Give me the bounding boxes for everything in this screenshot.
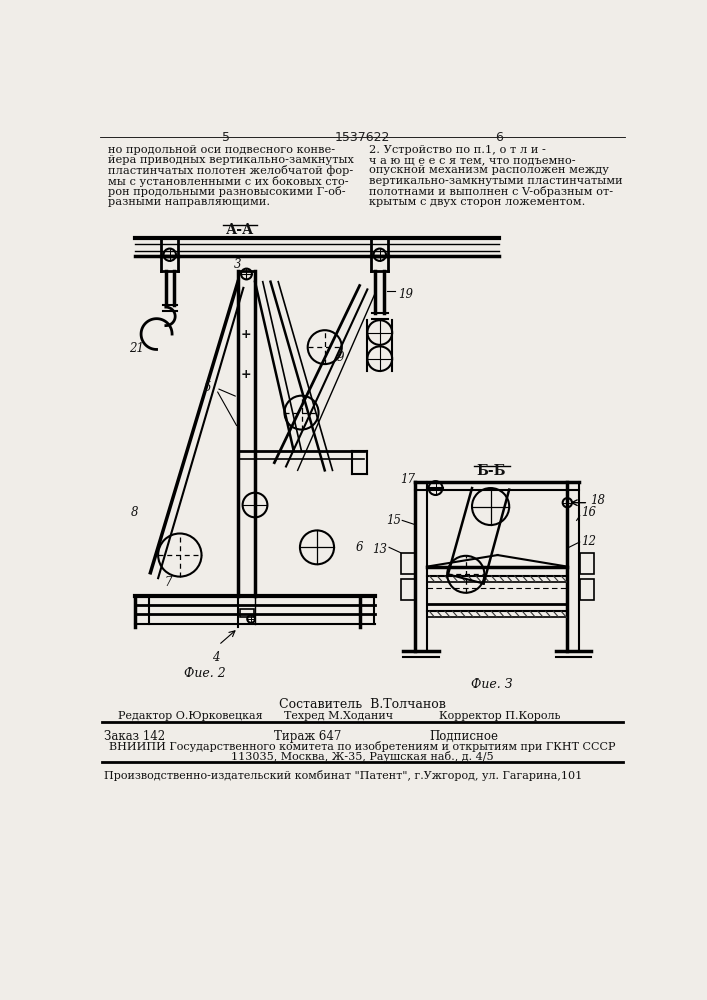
Text: опускной механизм расположен между: опускной механизм расположен между	[369, 165, 609, 175]
Text: крытым с двух сторон ложементом.: крытым с двух сторон ложементом.	[369, 197, 585, 207]
Text: +: +	[241, 368, 252, 381]
Text: 2. Устройство по п.1, о т л и -: 2. Устройство по п.1, о т л и -	[369, 145, 546, 155]
Text: Фие. 2: Фие. 2	[184, 667, 226, 680]
Text: 5: 5	[221, 131, 230, 144]
Text: 6: 6	[495, 131, 503, 144]
Text: Корректор П.Король: Корректор П.Король	[440, 711, 561, 721]
Text: вертикально-замкнутыми пластинчатыми: вертикально-замкнутыми пластинчатыми	[369, 176, 623, 186]
Text: пластинчатых полотен желобчатой фор-: пластинчатых полотен желобчатой фор-	[107, 165, 353, 176]
Text: 18: 18	[590, 494, 606, 507]
Text: Б-Б: Б-Б	[477, 464, 506, 478]
Text: 19: 19	[398, 288, 414, 301]
Text: полотнами и выполнен с V-образным от-: полотнами и выполнен с V-образным от-	[369, 186, 613, 197]
Text: 7: 7	[165, 576, 172, 589]
Text: 5: 5	[204, 381, 211, 394]
Bar	[240, 609, 255, 617]
Text: рон продольными разновысокими Г-об-: рон продольными разновысокими Г-об-	[107, 186, 346, 197]
Text: Подписное: Подписное	[429, 730, 498, 743]
Text: но продольной оси подвесного конве-: но продольной оси подвесного конве-	[107, 145, 335, 155]
Text: ч а ю щ е е с я тем, что подъемно-: ч а ю щ е е с я тем, что подъемно-	[369, 155, 575, 165]
Text: ВНИИПИ Государственного комитета по изобретениям и открытиям при ГКНТ СССР: ВНИИПИ Государственного комитета по изоб…	[109, 741, 615, 752]
Text: 17: 17	[400, 473, 416, 486]
Text: 4: 4	[213, 651, 220, 664]
Text: 12: 12	[581, 535, 596, 548]
Text: Техред М.Ходанич: Техред М.Ходанич	[284, 711, 394, 721]
Bar	[401, 579, 414, 600]
Text: 15: 15	[386, 514, 401, 527]
Text: +: +	[241, 328, 252, 341]
Text: Производственно-издательский комбинат "Патент", г.Ужгород, ул. Гагарина,101: Производственно-издательский комбинат "П…	[104, 770, 582, 781]
Text: 8: 8	[132, 506, 139, 519]
Text: мы с установленными с их боковых сто-: мы с установленными с их боковых сто-	[107, 176, 349, 187]
Text: Тираж 647: Тираж 647	[274, 730, 341, 743]
Text: 21: 21	[129, 342, 144, 355]
Text: 13: 13	[373, 543, 387, 556]
Text: 6: 6	[356, 541, 363, 554]
Bar	[580, 579, 594, 600]
Text: А-А: А-А	[226, 223, 254, 237]
Text: Фие. З: Фие. З	[471, 678, 512, 691]
Text: 9: 9	[337, 351, 344, 364]
Text: 1537622: 1537622	[334, 131, 390, 144]
Text: Составитель  В.Толчанов: Составитель В.Толчанов	[279, 698, 445, 710]
Text: Редактор О.Юрковецкая: Редактор О.Юрковецкая	[118, 711, 262, 721]
Text: Заказ 142: Заказ 142	[104, 730, 165, 743]
Bar	[401, 553, 414, 574]
Bar	[580, 553, 594, 574]
Text: разными направляющими.: разными направляющими.	[107, 197, 270, 207]
Text: 3: 3	[234, 258, 242, 271]
Text: 16: 16	[581, 506, 596, 519]
Text: 113035, Москва, Ж-35, Раушская наб., д. 4/5: 113035, Москва, Ж-35, Раушская наб., д. …	[230, 751, 493, 762]
Text: йера приводных вертикально-замкнутых: йера приводных вертикально-замкнутых	[107, 155, 354, 165]
